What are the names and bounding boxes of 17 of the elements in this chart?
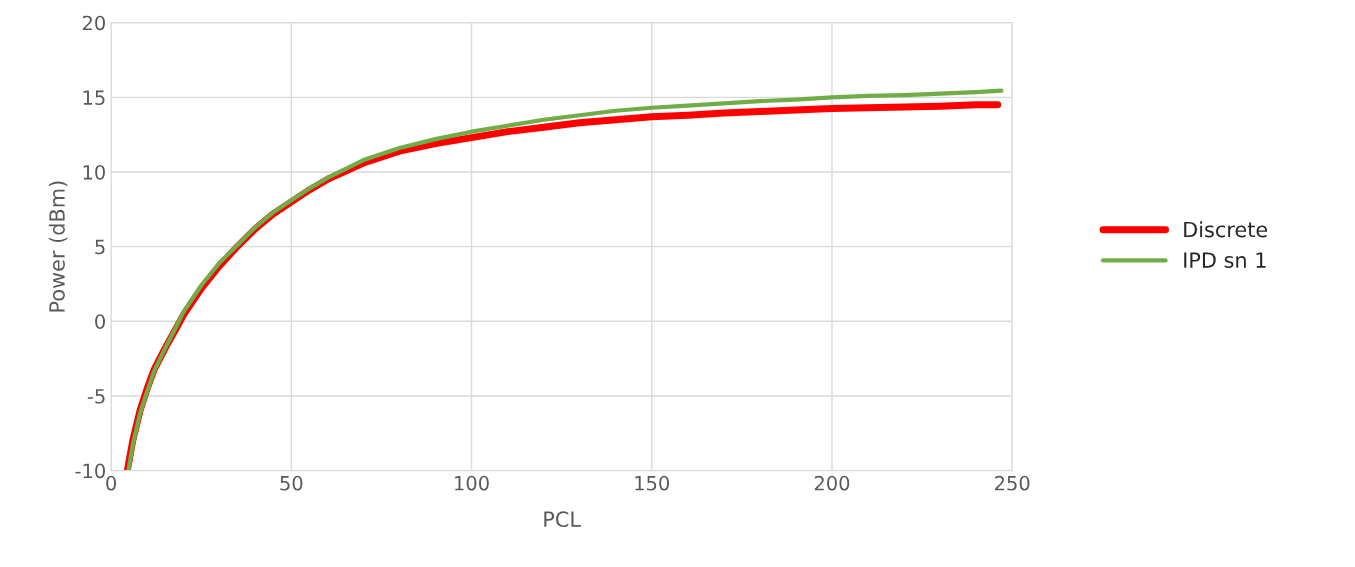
y-tick-label: 0 [95, 314, 105, 329]
legend-label: IPD sn 1 [1184, 252, 1266, 268]
y-tick-label: -10 [75, 463, 105, 479]
x-tick-label: 150 [635, 475, 670, 491]
y-tick-label: -5 [87, 389, 105, 404]
x-tick-label: 50 [280, 475, 303, 491]
y-tick-label: 20 [82, 15, 105, 31]
x-tick-label: 100 [455, 475, 489, 491]
y-tick-label: 10 [83, 164, 105, 180]
y-tick-label: 5 [95, 239, 105, 255]
x-tick-label: 250 [995, 475, 1030, 491]
y-tick-label: 15 [83, 90, 105, 105]
x-tick-label: 200 [814, 475, 850, 491]
legend-label: Discrete [1184, 221, 1268, 238]
y-axis-title: Power (dBm) [48, 181, 68, 312]
x-tick-label: 0 [106, 475, 116, 491]
x-axis-title: PCL [544, 511, 581, 528]
